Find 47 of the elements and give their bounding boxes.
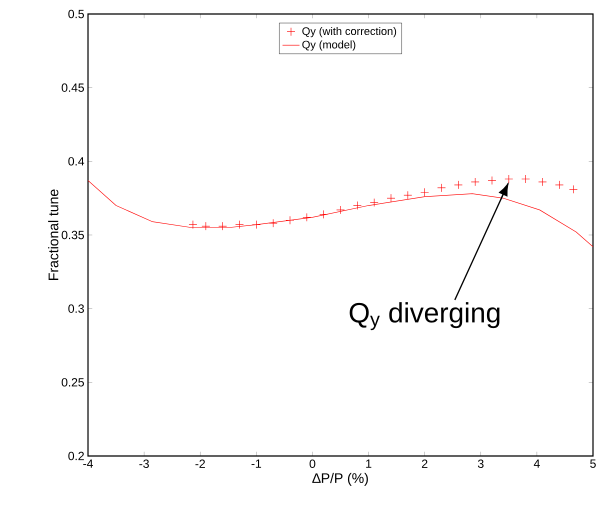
point xyxy=(268,218,278,228)
point xyxy=(404,190,412,200)
x-tick-label: 5 xyxy=(590,460,596,468)
x-tick-label: 0 xyxy=(310,460,316,468)
point xyxy=(235,220,244,229)
point xyxy=(470,178,480,186)
point xyxy=(521,174,530,184)
x-tick-label: 1 xyxy=(366,460,372,468)
point xyxy=(202,222,210,230)
point xyxy=(218,222,227,230)
point xyxy=(252,220,261,229)
x-tick-label: -4 xyxy=(83,460,93,468)
point xyxy=(370,198,378,207)
y-tick-label: 0.5 xyxy=(68,10,84,18)
point xyxy=(302,213,312,222)
x-axis-title: ∆P/P (%) xyxy=(312,472,368,486)
point xyxy=(555,180,564,190)
point xyxy=(188,220,198,229)
y-tick-label: 0.25 xyxy=(62,378,84,387)
point xyxy=(386,194,396,202)
point xyxy=(319,210,328,219)
point xyxy=(336,206,345,214)
legend-label: Qy (with correction) xyxy=(302,27,396,38)
y-tick-label: 0.3 xyxy=(68,304,84,313)
x-tick-label: 4 xyxy=(534,460,540,468)
x-tick-label: -2 xyxy=(195,460,205,468)
point xyxy=(454,180,463,190)
annotation: Q$_{y}$ diverging xyxy=(350,302,500,330)
point xyxy=(286,216,294,225)
x-tick-label: -1 xyxy=(252,460,262,468)
y-tick-label: 0.35 xyxy=(62,230,84,240)
point xyxy=(538,178,547,186)
x-tick-label: 3 xyxy=(478,460,484,468)
x-tick-label: -3 xyxy=(139,460,149,468)
point xyxy=(569,185,578,194)
legend-label: Qy (model) xyxy=(302,40,356,51)
line-series xyxy=(88,180,593,248)
point xyxy=(420,188,429,197)
point xyxy=(437,184,446,192)
y-tick-label: 0.4 xyxy=(68,157,84,166)
point xyxy=(488,176,496,185)
point xyxy=(353,201,362,210)
y-axis-title: Fractional tune xyxy=(48,189,58,280)
point xyxy=(504,174,514,184)
x-tick-label: 2 xyxy=(422,460,428,468)
y-tick-label: 0.2 xyxy=(68,452,84,460)
y-tick-label: 0.45 xyxy=(62,83,84,92)
